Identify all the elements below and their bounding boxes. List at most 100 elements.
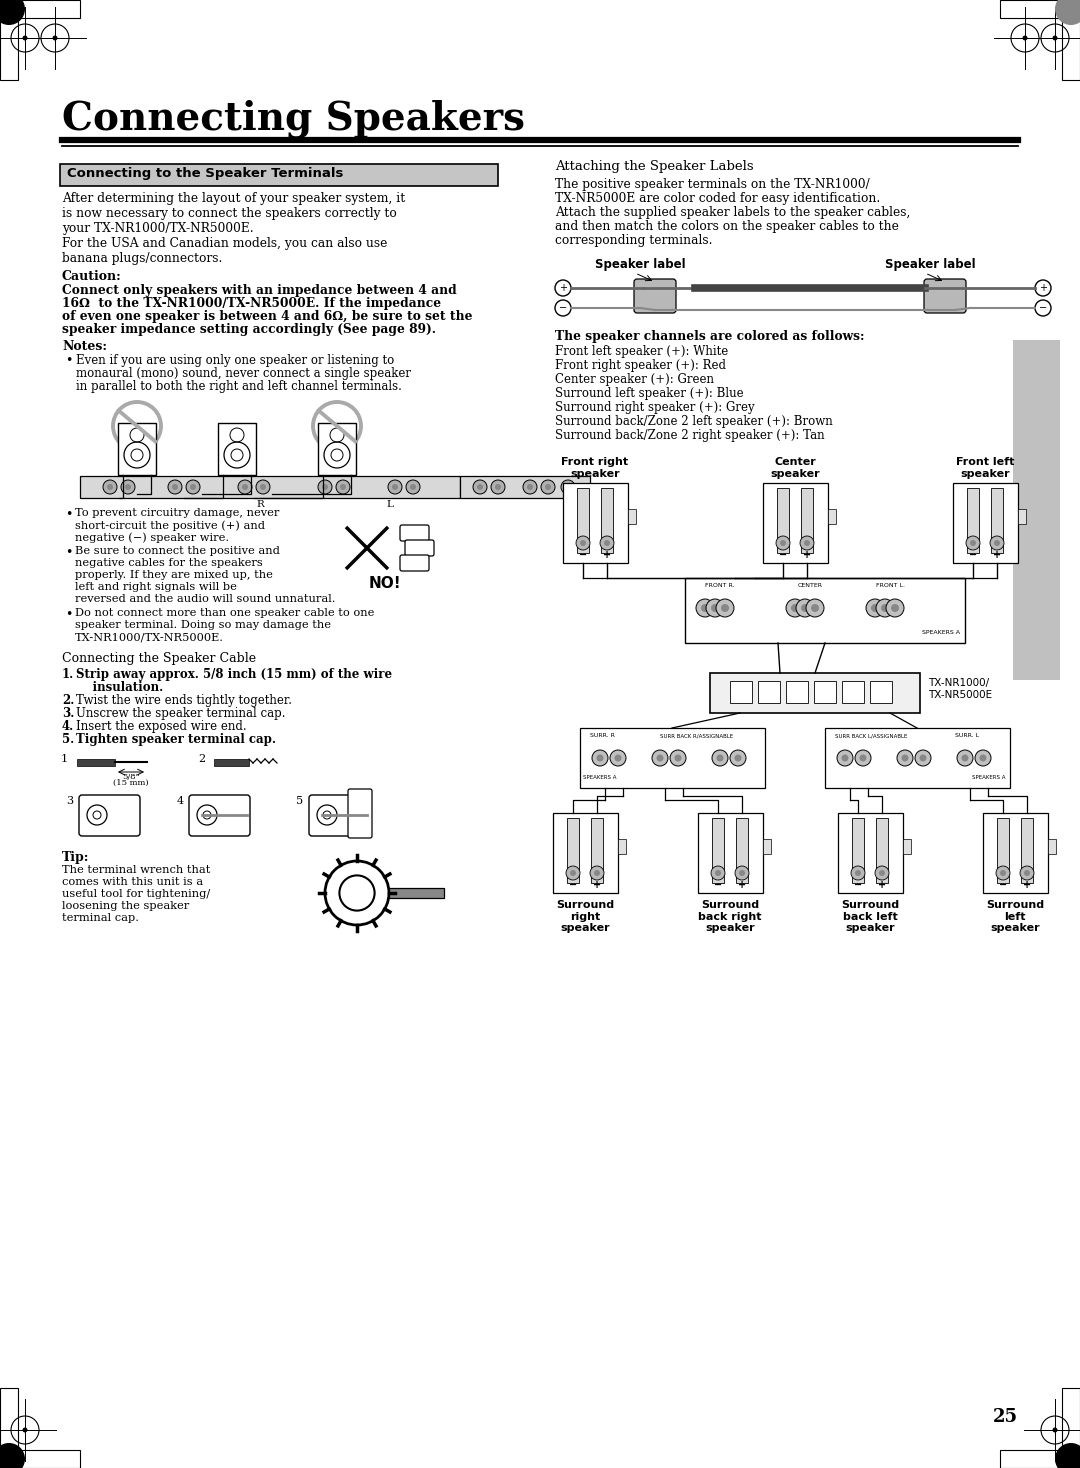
Circle shape [392,484,399,490]
Circle shape [1055,0,1080,25]
Text: comes with this unit is a: comes with this unit is a [62,876,203,887]
FancyBboxPatch shape [400,526,429,542]
Bar [389,888,444,898]
Circle shape [477,484,483,490]
Text: R: R [256,501,264,509]
Circle shape [796,599,814,617]
Circle shape [919,755,927,762]
Text: Unscrew the speaker terminal cap.: Unscrew the speaker terminal cap. [76,708,285,719]
Circle shape [800,536,814,550]
Bar [837,813,903,893]
Bar [0,0,18,79]
Circle shape [260,484,266,490]
Circle shape [1024,871,1030,876]
Circle shape [860,755,866,762]
Circle shape [957,750,973,766]
Text: −: − [559,302,567,313]
Circle shape [256,480,270,495]
Text: −: − [569,879,577,890]
Bar [0,0,80,18]
Text: 5.: 5. [62,733,75,746]
Circle shape [801,603,809,612]
Circle shape [107,484,113,490]
Circle shape [980,755,986,762]
Circle shape [1055,1443,1080,1468]
Text: TX-NR1000/: TX-NR1000/ [928,678,989,688]
Bar [567,818,579,882]
Text: in parallel to both the right and left channel terminals.: in parallel to both the right and left c… [76,380,402,393]
Text: insulation.: insulation. [76,681,163,694]
Bar [1000,0,1080,18]
Bar [627,509,635,524]
Text: corresponding terminals.: corresponding terminals. [555,233,713,247]
Text: 5: 5 [296,796,303,806]
Text: Surround right speaker (+): Grey: Surround right speaker (+): Grey [555,401,755,414]
Text: Center
speaker: Center speaker [770,457,820,479]
Text: •: • [65,546,72,559]
Circle shape [545,484,551,490]
Circle shape [610,750,626,766]
Bar [218,423,256,476]
FancyBboxPatch shape [634,279,676,313]
Circle shape [0,1443,25,1468]
Text: Twist the wire ends tightly together.: Twist the wire ends tightly together. [76,694,292,708]
Text: useful tool for tightening/: useful tool for tightening/ [62,890,211,898]
Bar [1021,818,1032,882]
Bar [214,759,249,766]
Circle shape [961,755,969,762]
Circle shape [172,484,178,490]
Text: Caution:: Caution: [62,270,122,283]
FancyBboxPatch shape [348,788,372,838]
Circle shape [23,35,27,41]
Bar [997,818,1009,882]
FancyBboxPatch shape [924,279,966,313]
Bar [1062,0,1080,79]
Text: Surround back/Zone 2 right speaker (+): Tan: Surround back/Zone 2 right speaker (+): … [555,429,825,442]
Circle shape [791,603,799,612]
Text: Notes:: Notes: [62,341,107,352]
Text: Tighten speaker terminal cap.: Tighten speaker terminal cap. [76,733,276,746]
Text: Even if you are using only one speaker or listening to: Even if you are using only one speaker o… [76,354,394,367]
Bar [983,813,1048,893]
Circle shape [879,871,885,876]
Text: −: − [969,550,977,559]
Bar [825,728,1010,788]
Text: TX-NR1000/TX-NR5000E.: TX-NR1000/TX-NR5000E. [75,633,224,642]
Bar [80,476,460,498]
Circle shape [561,480,575,495]
Text: 25: 25 [993,1408,1018,1425]
Text: SPEAKERS A: SPEAKERS A [972,775,1005,780]
Circle shape [897,750,913,766]
Circle shape [238,480,252,495]
Bar [777,487,789,553]
Bar [1013,341,1059,680]
Circle shape [990,536,1004,550]
Circle shape [336,480,350,495]
Circle shape [966,536,980,550]
Circle shape [657,755,663,762]
Text: Connecting to the Speaker Terminals: Connecting to the Speaker Terminals [67,167,343,181]
Circle shape [735,866,750,879]
Bar [712,818,724,882]
FancyBboxPatch shape [79,796,140,835]
Bar [1017,509,1026,524]
Text: Connecting Speakers: Connecting Speakers [62,100,525,138]
Text: +: + [1023,879,1031,890]
Circle shape [837,750,853,766]
Text: Tip:: Tip: [62,851,90,865]
Text: Surround
back left
speaker: Surround back left speaker [841,900,899,934]
Circle shape [675,755,681,762]
Circle shape [523,480,537,495]
Circle shape [410,484,416,490]
Text: SPEAKERS A: SPEAKERS A [583,775,617,780]
Text: Be sure to connect the positive and: Be sure to connect the positive and [75,546,280,556]
Bar [1062,1389,1080,1468]
Text: The positive speaker terminals on the TX-NR1000/: The positive speaker terminals on the TX… [555,178,869,191]
Bar [730,681,752,703]
Text: Front left speaker (+): White: Front left speaker (+): White [555,345,728,358]
Text: Speaker label: Speaker label [595,258,686,272]
Text: 4.: 4. [62,719,75,733]
Bar [814,681,836,703]
Circle shape [975,750,991,766]
Circle shape [855,750,870,766]
